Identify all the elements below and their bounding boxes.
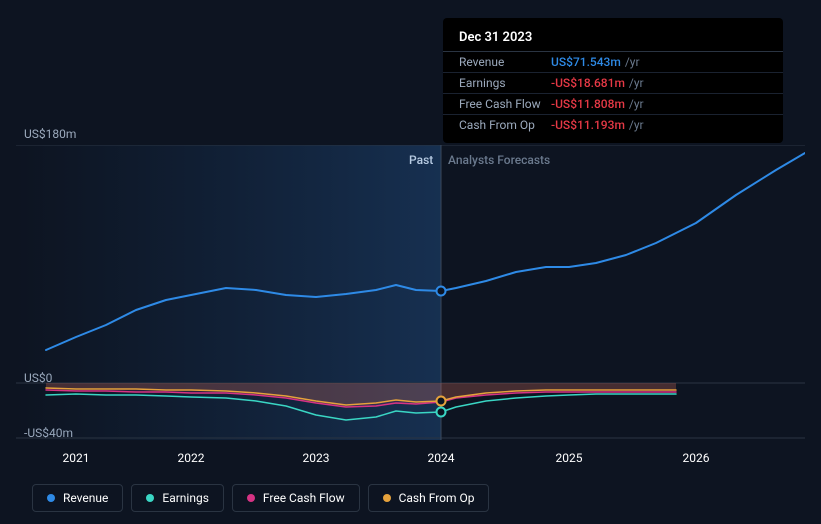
tooltip-metric-unit: /yr	[625, 55, 640, 69]
x-axis-label: 2023	[303, 451, 330, 465]
tooltip-metric-label: Free Cash Flow	[459, 97, 551, 111]
plot-area	[16, 145, 805, 440]
legend: Revenue Earnings Free Cash Flow Cash Fro…	[32, 484, 489, 512]
tooltip-metric-value: -US$11.193m	[551, 118, 625, 132]
y-axis-label: US$180m	[24, 127, 76, 141]
tooltip-metric-unit: /yr	[629, 76, 644, 90]
tooltip-row: Free Cash Flow -US$11.808m /yr	[443, 94, 783, 115]
tooltip-metric-label: Revenue	[459, 55, 551, 69]
legend-item[interactable]: Cash From Op	[368, 484, 490, 512]
tooltip: Dec 31 2023 Revenue US$71.543m /yrEarnin…	[443, 18, 783, 143]
x-axis-label: 2024	[428, 451, 455, 465]
tooltip-row: Revenue US$71.543m /yr	[443, 52, 783, 73]
legend-color-dot	[146, 494, 154, 502]
legend-color-dot	[247, 494, 255, 502]
legend-color-dot	[47, 494, 55, 502]
legend-label: Cash From Op	[399, 491, 475, 505]
tooltip-row: Earnings -US$18.681m /yr	[443, 73, 783, 94]
legend-item[interactable]: Revenue	[32, 484, 123, 512]
tooltip-metric-value: -US$11.808m	[551, 97, 625, 111]
legend-item[interactable]: Free Cash Flow	[232, 484, 360, 512]
x-axis-label: 2025	[556, 451, 583, 465]
legend-label: Revenue	[63, 491, 108, 505]
chart-container: Dec 31 2023 Revenue US$71.543m /yrEarnin…	[16, 0, 805, 524]
x-axis-label: 2021	[63, 451, 90, 465]
x-axis-label: 2026	[683, 451, 710, 465]
tooltip-metric-label: Cash From Op	[459, 118, 551, 132]
tooltip-metric-unit: /yr	[629, 97, 644, 111]
tooltip-date: Dec 31 2023	[443, 26, 783, 52]
tooltip-metric-value: -US$18.681m	[551, 76, 625, 90]
x-axis-label: 2022	[178, 451, 205, 465]
legend-item[interactable]: Earnings	[131, 484, 224, 512]
legend-color-dot	[383, 494, 391, 502]
tooltip-metric-label: Earnings	[459, 76, 551, 90]
tooltip-row: Cash From Op -US$11.193m /yr	[443, 115, 783, 135]
legend-label: Free Cash Flow	[263, 491, 345, 505]
tooltip-metric-unit: /yr	[629, 118, 644, 132]
tooltip-metric-value: US$71.543m	[551, 55, 621, 69]
legend-label: Earnings	[162, 491, 209, 505]
